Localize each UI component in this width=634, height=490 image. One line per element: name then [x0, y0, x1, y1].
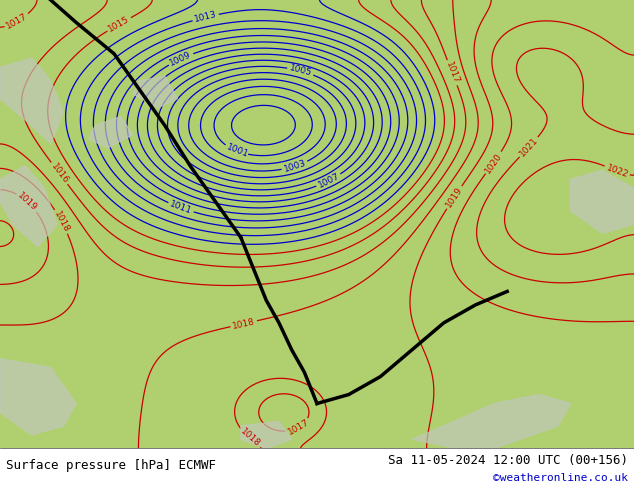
Text: 1013: 1013 [193, 10, 218, 24]
Text: Surface pressure [hPa] ECMWF: Surface pressure [hPa] ECMWF [6, 459, 216, 471]
Text: 1017: 1017 [444, 60, 460, 85]
Text: 1020: 1020 [483, 151, 504, 174]
Polygon shape [133, 76, 178, 108]
Text: 1009: 1009 [169, 50, 193, 68]
Text: 1017: 1017 [4, 12, 29, 31]
Text: Sa 11-05-2024 12:00 UTC (00+156): Sa 11-05-2024 12:00 UTC (00+156) [387, 454, 628, 466]
Text: 1005: 1005 [288, 64, 313, 78]
Text: 1011: 1011 [169, 199, 193, 216]
Text: 1003: 1003 [282, 158, 307, 174]
Text: 1018: 1018 [231, 317, 256, 331]
Text: 1021: 1021 [518, 136, 540, 159]
Text: 1017: 1017 [286, 418, 311, 437]
Text: 1019: 1019 [444, 185, 464, 209]
Polygon shape [0, 166, 57, 246]
Text: 1001: 1001 [225, 143, 250, 160]
Polygon shape [0, 359, 76, 435]
Polygon shape [412, 394, 571, 448]
Text: 1019: 1019 [16, 191, 39, 213]
Text: 1018: 1018 [52, 209, 71, 234]
Text: 1007: 1007 [316, 172, 341, 190]
Polygon shape [89, 117, 133, 148]
Polygon shape [571, 171, 634, 233]
Text: 1016: 1016 [49, 161, 70, 185]
Polygon shape [241, 421, 292, 448]
Text: 1015: 1015 [107, 15, 131, 34]
Text: ©weatheronline.co.uk: ©weatheronline.co.uk [493, 473, 628, 483]
Text: 1022: 1022 [605, 163, 630, 179]
Polygon shape [0, 58, 63, 144]
Text: 1018: 1018 [238, 427, 262, 449]
